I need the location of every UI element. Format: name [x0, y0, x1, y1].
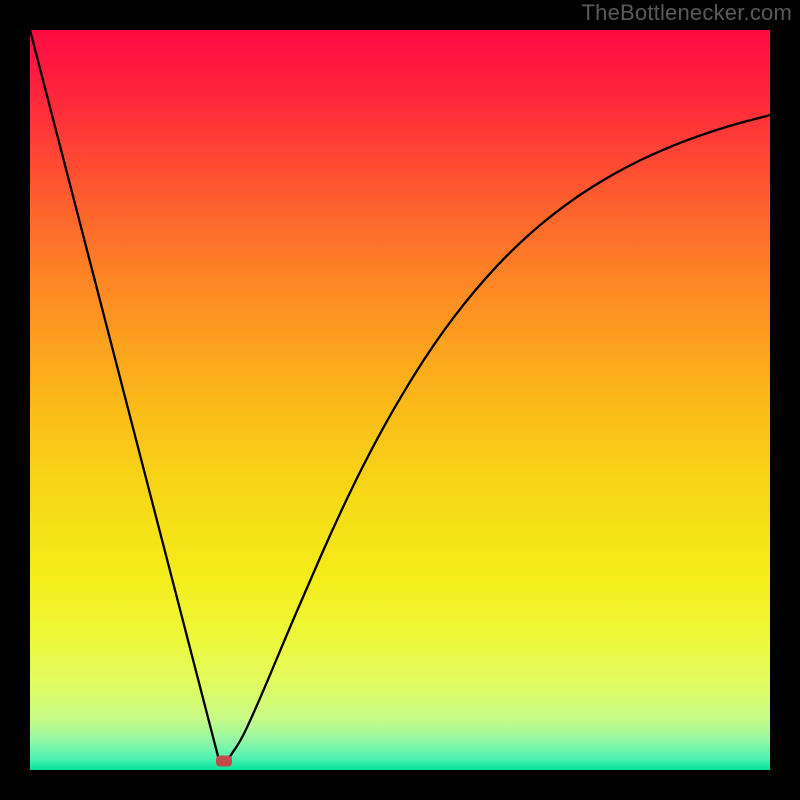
plot-area	[30, 30, 770, 770]
curve-lines	[30, 30, 770, 770]
chart-frame: TheBottlenecker.com	[0, 0, 800, 800]
watermark-text: TheBottlenecker.com	[582, 0, 792, 26]
minimum-marker	[216, 756, 232, 767]
